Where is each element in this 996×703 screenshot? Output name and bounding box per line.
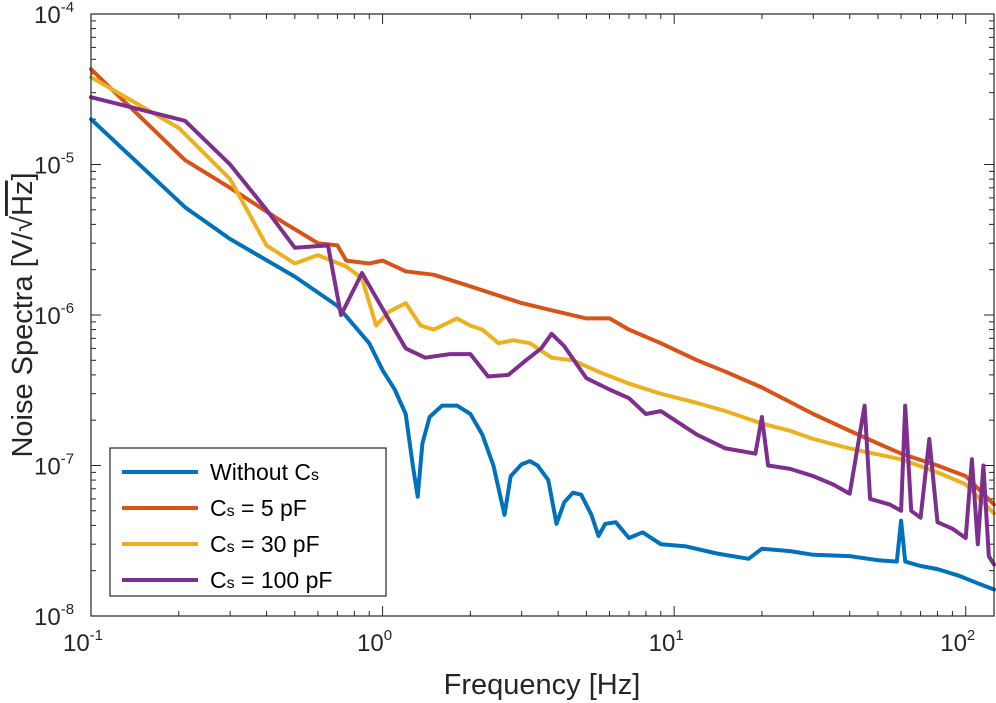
y-tick-label: 10-6 bbox=[34, 300, 74, 330]
x-tick-label: 10-1 bbox=[63, 627, 103, 657]
y-tick-label: 10-7 bbox=[34, 451, 74, 481]
x-tick-labels: 10-1 100 101 102 bbox=[63, 627, 975, 657]
x-tick-label: 100 bbox=[357, 627, 392, 657]
legend-label-2: Cs = 5 pF bbox=[210, 495, 307, 521]
series-line-4 bbox=[89, 95, 996, 567]
x-axis-label: Frequency [Hz] bbox=[444, 669, 641, 701]
y-axis-label-root: √ bbox=[7, 216, 39, 232]
y-tick-label: 10-5 bbox=[34, 150, 74, 180]
y-axis-label-close: ] bbox=[7, 172, 39, 180]
series-layer bbox=[89, 67, 996, 592]
x-tick-label: 102 bbox=[940, 627, 975, 657]
y-tick-label: 10-4 bbox=[34, 0, 74, 29]
y-tick-labels: 10-8 10-7 10-6 10-5 10-4 bbox=[34, 0, 74, 631]
legend-label-4: Cs = 100 pF bbox=[210, 567, 332, 593]
legend: Without Cs Cs = 5 pF Cs = 30 pF Cs = 100 pF bbox=[109, 447, 387, 597]
x-tick-label: 101 bbox=[649, 627, 684, 657]
legend-label-3: Cs = 30 pF bbox=[210, 531, 320, 557]
plot-frame bbox=[90, 13, 995, 617]
y-tick-label: 10-8 bbox=[34, 601, 74, 631]
legend-label-1: Without Cs bbox=[210, 459, 319, 485]
y-axis-label-main: Noise Spectra [V/ bbox=[7, 231, 39, 458]
series-line-1 bbox=[89, 117, 996, 592]
y-axis-label: Noise Spectra [V/√Hz] bbox=[7, 172, 39, 457]
y-axis-label-unit: Hz bbox=[7, 181, 39, 216]
